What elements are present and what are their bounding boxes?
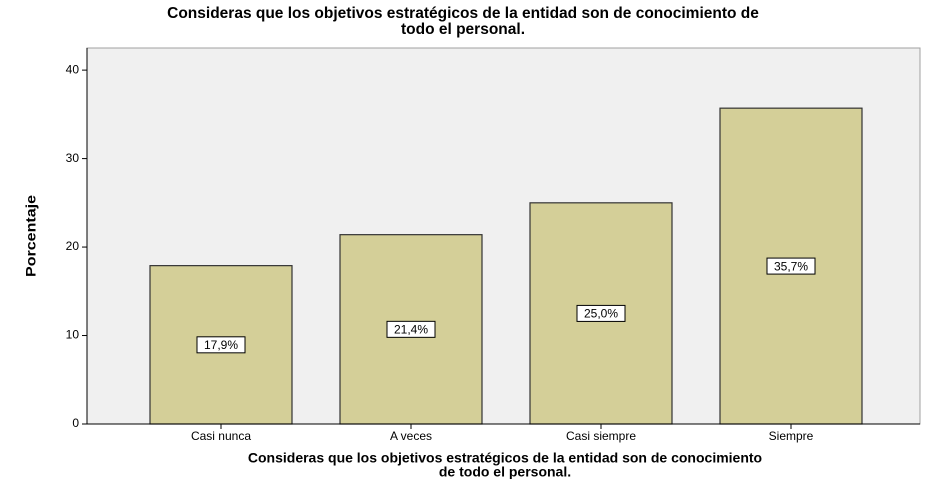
y-tick-label: 10 [66,328,80,342]
x-tick-label: Casi siempre [566,429,636,443]
y-axis-label: Porcentaje [23,195,39,277]
chart-title: Consideras que los objetivos estratégico… [167,5,759,22]
x-axis-label: de todo el personal. [439,464,571,479]
x-tick-label: Siempre [769,429,814,443]
y-tick-label: 20 [66,239,80,253]
chart-title: todo el personal. [401,21,525,38]
value-label: 17,9% [204,338,238,352]
y-tick-label: 0 [72,416,79,430]
value-label-box [576,304,626,322]
x-tick-label: Casi nunca [191,429,251,443]
y-tick-label: 30 [66,151,80,165]
value-label: 35,7% [774,259,808,273]
y-tick-label: 40 [66,62,80,76]
value-label-box [196,336,246,354]
value-label: 21,4% [394,323,428,337]
x-axis-label: Consideras que los objetivos estratégico… [248,450,762,466]
value-label-box [766,257,816,275]
value-label: 25,0% [584,307,618,321]
x-tick-label: A veces [390,429,432,443]
value-label-box [386,320,436,338]
